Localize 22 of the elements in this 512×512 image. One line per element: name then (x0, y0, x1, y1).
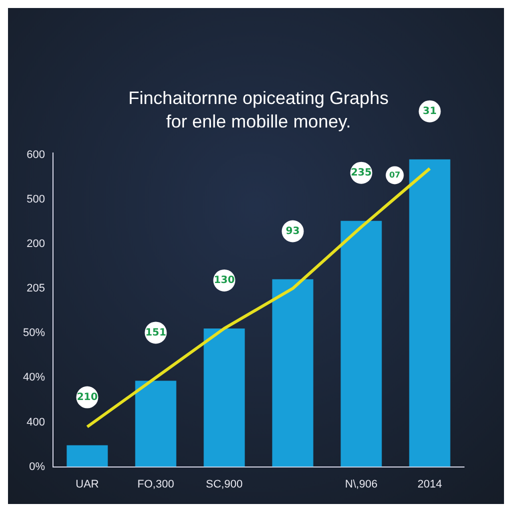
annotation: 93 (286, 226, 300, 237)
text: 40% (22, 372, 46, 384)
x-tick-label: 2014 (418, 478, 442, 490)
text: 500 (26, 193, 45, 206)
chart-title: Finchaitornne opiceating Graphs (128, 88, 389, 108)
x-tick-label: FO,300 (137, 478, 174, 490)
text: 205 (26, 282, 45, 295)
text: 0% (29, 460, 46, 473)
x-tick-label: UAR (76, 478, 99, 490)
text: 200 (26, 238, 45, 250)
annotation: 210 (76, 392, 98, 403)
annotation: 130 (214, 275, 235, 286)
text: 400 (26, 416, 45, 428)
x-tick-label: N\,906 (345, 478, 378, 490)
annotation: 151 (145, 327, 166, 338)
text: 50% (22, 327, 46, 340)
text: 31 (422, 106, 437, 117)
chart-subtitle: for enle mobille money. (166, 111, 351, 132)
x-tick-label: SC,900 (206, 478, 243, 490)
annotation: 07 (389, 170, 400, 180)
text: 600 (26, 148, 45, 161)
annotation: 235 (350, 167, 372, 178)
